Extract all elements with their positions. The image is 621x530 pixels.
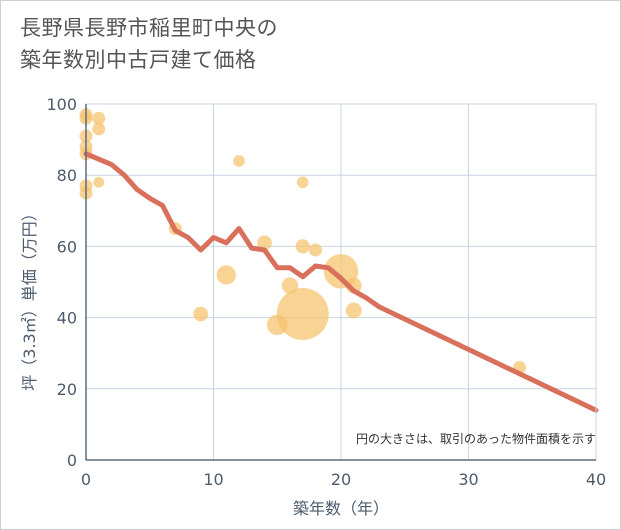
y-tick-label: 100 (46, 95, 77, 114)
data-bubble (276, 288, 329, 341)
data-bubble (92, 122, 106, 136)
x-tick-label: 0 (81, 470, 91, 489)
data-bubble (345, 302, 362, 319)
y-tick-label: 60 (57, 237, 77, 256)
data-bubble (309, 243, 322, 257)
trend-layer (83, 151, 599, 413)
y-tick-label: 80 (57, 166, 77, 185)
data-bubble (216, 265, 236, 285)
data-bubble (93, 176, 105, 188)
title-line-1: 長野県長野市稲里町中央の (20, 16, 278, 40)
y-tick-label: 40 (57, 309, 77, 328)
axes (85, 103, 597, 461)
data-bubble (92, 111, 106, 125)
tick-labels: 0 10 20 30 40 0 20 40 60 80 100 (46, 95, 606, 489)
data-bubble (193, 306, 209, 322)
bubble-layer (79, 108, 526, 374)
data-bubble (295, 239, 310, 254)
y-tick-label: 0 (67, 451, 77, 470)
x-tick-label: 10 (203, 470, 223, 489)
y-tick-label: 20 (57, 380, 77, 399)
x-tick-label: 20 (331, 470, 351, 489)
x-axis-title: 築年数（年） (293, 499, 389, 518)
title-line-2: 築年数別中古戸建て価格 (20, 48, 257, 72)
trend-line (83, 151, 599, 413)
x-tick-label: 40 (586, 470, 606, 489)
y-axis-title: 坪（3.3㎡）単価（万円） (20, 205, 39, 390)
data-bubble (296, 176, 309, 189)
bubble-size-note: 円の大きさは、取引のあった物件面積を示す (356, 431, 596, 446)
data-bubble (233, 155, 245, 167)
data-bubble (257, 235, 272, 251)
x-tick-label: 30 (458, 470, 478, 489)
chart-title: 長野県長野市稲里町中央の 築年数別中古戸建て価格 (20, 12, 278, 76)
